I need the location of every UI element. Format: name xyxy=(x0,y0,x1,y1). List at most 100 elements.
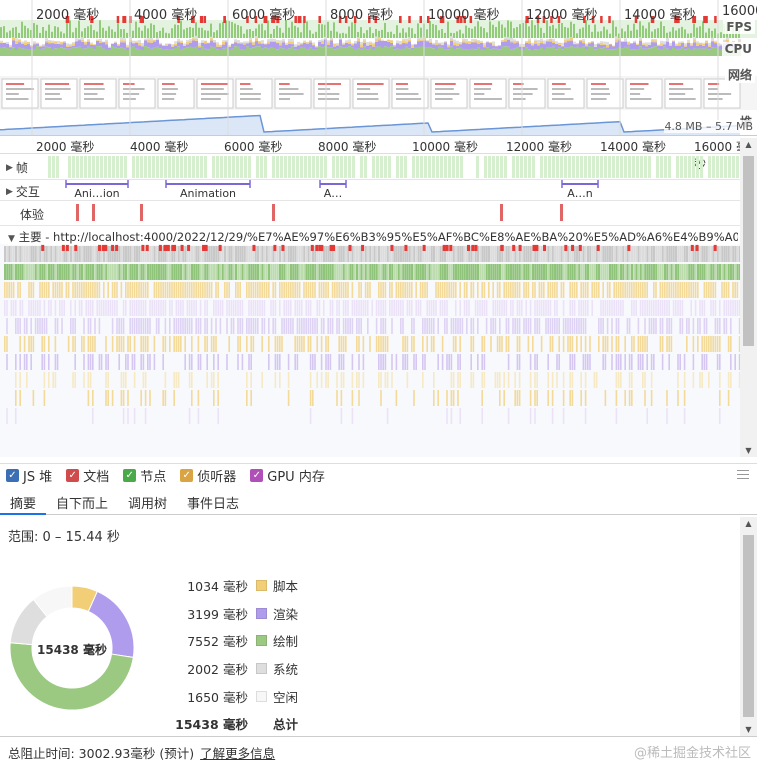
tab-3[interactable]: 事件日志 xyxy=(187,497,240,512)
counter-checkbox[interactable]: ✓ 文档 xyxy=(66,466,109,485)
overview-ruler-label: 12000 毫秒 xyxy=(526,8,598,23)
legend-name: 脚本 xyxy=(273,579,299,595)
tab-2[interactable]: 调用树 xyxy=(128,497,168,512)
cpu-label: CPU xyxy=(721,42,755,56)
checkmark-icon: ✓ xyxy=(123,469,137,482)
tracks-scrollbar[interactable]: ▲ ▼ xyxy=(740,138,757,457)
checkbox-label: 节点 xyxy=(140,470,167,485)
donut-slice-2 xyxy=(10,642,134,710)
counter-checkbox[interactable]: ✓ 侦听器 xyxy=(180,466,236,485)
fps-label: FPS xyxy=(723,20,755,34)
scroll-down-icon[interactable]: ▼ xyxy=(745,725,752,734)
legend-value: 1650 毫秒 xyxy=(187,689,248,705)
scroll-down-icon[interactable]: ▼ xyxy=(745,446,752,455)
overview-ruler-label: 14000 毫秒 xyxy=(624,8,696,23)
legend-name: 绘制 xyxy=(273,634,299,650)
checkmark-icon: ✓ xyxy=(66,469,80,482)
details-tabs: 摘要 自下而上 调用树 事件日志 xyxy=(0,489,757,515)
summary-panel: 范围: 0 – 15.44 秒 15438 毫秒 1034 毫秒 脚本 3199 毫… xyxy=(0,516,740,736)
experience-track-label: 体验 xyxy=(20,208,45,222)
legend-name: 空闲 xyxy=(273,689,299,705)
expand-arrow-icon[interactable]: ▶ xyxy=(6,186,13,197)
memory-counters-bar: ✓ JS 堆 ✓ 文档 ✓ 节点 ✓ 侦听器 ✓ GPU 内存 xyxy=(0,463,757,487)
network-label: 网络 xyxy=(724,66,755,83)
main-thread-header[interactable]: ▼ 主要 - http://localhost:4000/2022/12/29/… xyxy=(8,229,738,245)
legend-row: 7552 毫秒 绘制 xyxy=(170,627,298,655)
legend-value: 2002 毫秒 xyxy=(187,662,248,678)
overview-ruler-label: 4000 毫秒 xyxy=(134,8,198,23)
menu-icon[interactable] xyxy=(737,470,749,479)
experience-track[interactable]: 体验 xyxy=(0,201,740,226)
overview-ruler-label: 8000 毫秒 xyxy=(330,8,394,23)
scroll-up-icon[interactable]: ▲ xyxy=(745,519,752,528)
legend-name: 系统 xyxy=(273,662,299,678)
status-footer: 总阻止时间: 3002.93毫秒 (预计) 了解更多信息 xyxy=(0,736,757,767)
ruler-label: 8000 毫秒 xyxy=(318,140,377,154)
legend-total-name: 总计 xyxy=(273,717,299,733)
learn-more-link[interactable]: 了解更多信息 xyxy=(200,745,276,761)
legend-swatch xyxy=(256,607,267,619)
total-blocking-time: 总阻止时间: 3002.93毫秒 (预计) xyxy=(8,745,195,761)
legend-value: 7552 毫秒 xyxy=(187,634,248,650)
summary-range: 范围: 0 – 15.44 秒 xyxy=(8,530,120,545)
legend-total-value: 15438 毫秒 xyxy=(175,717,248,733)
summary-scroll-thumb[interactable] xyxy=(743,535,754,717)
legend-swatch xyxy=(256,690,267,702)
checkbox-label: 侦听器 xyxy=(197,470,237,485)
tracks-graphics: Ani…ion Animation A… A…n xyxy=(0,156,740,457)
summary-legend: 1034 毫秒 脚本 3199 毫秒 渲染 7552 毫秒 绘制 2002 毫秒 系统 1650… xyxy=(170,572,298,738)
tab-0[interactable]: 摘要 xyxy=(0,489,47,515)
donut-center-total: 15438 毫秒 xyxy=(37,643,107,657)
tab-1[interactable]: 自下而上 xyxy=(56,497,109,512)
interaction-item: Animation xyxy=(180,187,236,200)
counter-checkbox[interactable]: ✓ GPU 内存 xyxy=(250,466,325,485)
ruler-label: 2000 毫秒 xyxy=(36,140,95,154)
time-ruler: 2000 毫秒 4000 毫秒 6000 毫秒 8000 毫秒 10000 毫秒 1200… xyxy=(0,136,757,171)
ruler-label: 4000 毫秒 xyxy=(130,140,189,154)
overview-ruler-label: 10000 毫秒 xyxy=(428,8,500,23)
heap-range: 4.8 MB – 5.7 MB xyxy=(664,120,753,133)
checkbox-label: JS 堆 xyxy=(23,470,53,485)
checkmark-icon: ✓ xyxy=(250,469,264,482)
interaction-item: Ani…ion xyxy=(74,187,119,200)
interactions-track[interactable]: ▶ 交互 xyxy=(0,180,740,201)
tracks-scroll-thumb[interactable] xyxy=(743,156,754,346)
overview-ruler-label: 2000 毫秒 xyxy=(36,8,100,23)
collapse-arrow-icon[interactable]: ▼ xyxy=(8,234,15,244)
tracks-panel[interactable]: ▶ 帧 ▶ 交互 体验 Ani…ion Animation A… A…n ▼ 主要 -… xyxy=(0,154,740,457)
overview-graphs xyxy=(0,0,757,135)
legend-swatch xyxy=(256,580,267,592)
ruler-label: 10000 毫秒 xyxy=(412,140,478,154)
summary-scrollbar[interactable]: ▲ ▼ xyxy=(740,517,757,736)
checkmark-icon: ✓ xyxy=(180,469,194,482)
overview-ruler-label: 6000 毫秒 xyxy=(232,8,296,23)
ruler-label: 6000 毫秒 xyxy=(224,140,283,154)
frames-track-label: 帧 xyxy=(15,161,28,175)
legend-row: 2002 毫秒 系统 xyxy=(170,655,298,683)
legend-value: 1034 毫秒 xyxy=(187,579,248,595)
frames-track[interactable]: ▶ 帧 xyxy=(0,154,740,180)
checkbox-label: 文档 xyxy=(83,470,110,485)
counter-checkbox[interactable]: ✓ JS 堆 xyxy=(6,466,52,485)
donut-slice-4 xyxy=(32,586,73,618)
interaction-item: A…n xyxy=(567,187,593,200)
legend-row: 3199 毫秒 渲染 xyxy=(170,600,298,628)
ruler-label: 12000 毫秒 xyxy=(506,140,572,154)
main-thread-url: - http://localhost:4000/2022/12/29/%E7%A… xyxy=(45,230,738,244)
interaction-item: A… xyxy=(324,187,343,200)
scroll-up-icon[interactable]: ▲ xyxy=(745,140,752,149)
counter-checkbox[interactable]: ✓ 节点 xyxy=(123,466,166,485)
legend-swatch xyxy=(256,635,267,647)
legend-value: 3199 毫秒 xyxy=(187,606,248,622)
legend-total-row: 15438 毫秒 总计 xyxy=(170,710,298,738)
timeline-overview[interactable]: FPS CPU 网络 堆 4.8 MB – 5.7 MB 2000 毫秒4000… xyxy=(0,0,757,136)
legend-name: 渲染 xyxy=(273,606,299,622)
checkbox-label: GPU 内存 xyxy=(267,470,325,485)
expand-arrow-icon[interactable]: ▶ xyxy=(6,162,13,173)
checkmark-icon: ✓ xyxy=(6,469,19,482)
main-thread-label: 主要 xyxy=(18,230,42,244)
ruler-label: 14000 毫秒 xyxy=(600,140,666,154)
legend-swatch xyxy=(256,663,267,675)
watermark: @稀土掘金技术社区 xyxy=(633,746,751,761)
overview-ruler-label: 16000 xyxy=(722,4,757,19)
